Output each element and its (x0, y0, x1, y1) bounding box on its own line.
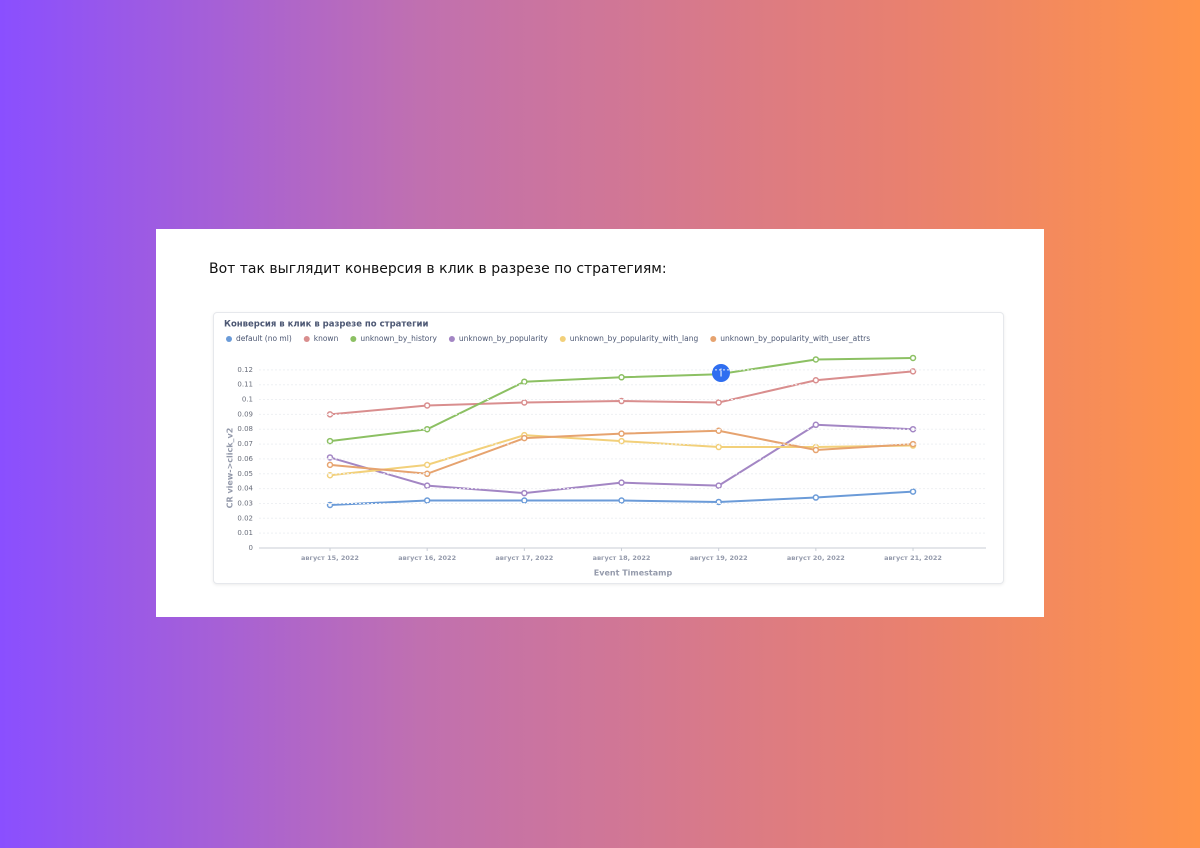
y-axis-label: CR view->click_v2 (226, 428, 235, 509)
y-tick-label: 0.11 (237, 381, 253, 389)
y-tick-label: 0.08 (237, 425, 253, 433)
legend-swatch (710, 336, 717, 342)
data-point (423, 482, 431, 489)
chart-card: Конверсия в клик в разрезе по стратегии … (213, 312, 1004, 584)
y-tick-label: 0.05 (237, 470, 253, 478)
legend-swatch (350, 336, 357, 342)
x-axis-label: Event Timestamp (594, 569, 673, 578)
legend-swatch (303, 336, 310, 342)
data-point (812, 356, 820, 363)
data-point (521, 378, 528, 385)
data-point (909, 488, 917, 495)
legend-label: unknown_by_popularity (459, 334, 548, 343)
data-point (521, 489, 528, 497)
legend-label: unknown_by_popularity_with_user_attrs (720, 334, 870, 343)
y-tick-label: 0.1 (242, 396, 253, 404)
x-tick-label: август 18, 2022 (593, 554, 651, 562)
data-point (423, 461, 431, 469)
y-tick-label: 0.02 (237, 514, 253, 522)
data-point (618, 497, 625, 504)
data-point (423, 402, 431, 409)
legend-label: default (no ml) (236, 334, 292, 343)
legend-swatch (226, 336, 232, 342)
legend-swatch (559, 336, 566, 342)
x-tick-label: август 16, 2022 (398, 554, 456, 562)
legend-label: unknown_by_popularity_with_lang (570, 334, 699, 343)
info-badge[interactable] (712, 364, 730, 382)
x-tick-label: август 19, 2022 (690, 554, 748, 562)
data-point (715, 482, 722, 489)
y-tick-label: 0.06 (237, 455, 253, 463)
data-point (521, 434, 528, 442)
data-point (715, 399, 722, 406)
data-point (715, 443, 722, 451)
caption: Вот так выглядит конверсия в клик в разр… (209, 261, 667, 277)
y-tick-label: 0.07 (237, 440, 253, 448)
info-icon: i (719, 367, 722, 380)
x-tick-label: август 20, 2022 (787, 554, 845, 562)
data-point (326, 461, 334, 469)
legend-label: known (314, 334, 339, 343)
data-point (521, 399, 528, 406)
y-tick-label: 0.03 (237, 499, 253, 507)
legend-label: unknown_by_history (360, 334, 437, 343)
x-tick-label: август 21, 2022 (884, 554, 942, 562)
y-tick-label: 0.04 (237, 485, 253, 493)
panel: Вот так выглядит конверсия в клик в разр… (156, 229, 1044, 617)
data-point (326, 437, 334, 445)
y-tick-label: 0.12 (237, 366, 253, 374)
chart: Конверсия в клик в разрезе по стратегии … (224, 320, 986, 578)
x-tick-label: август 17, 2022 (495, 554, 553, 562)
series-line (329, 429, 914, 475)
data-point (909, 354, 917, 362)
data-point (618, 374, 625, 381)
data-point (812, 494, 820, 501)
data-point (812, 376, 820, 384)
y-tick-label: 0 (249, 544, 253, 552)
data-point (521, 497, 528, 504)
y-tick-label: 0.01 (237, 529, 253, 537)
data-point (423, 497, 431, 504)
legend-swatch (448, 336, 455, 342)
data-point (618, 437, 625, 445)
data-point (618, 479, 625, 486)
x-tick-label: август 15, 2022 (301, 554, 359, 562)
data-point (812, 446, 820, 454)
chart-title: Конверсия в клик в разрезе по стратегии (224, 320, 428, 330)
data-point (812, 421, 820, 429)
y-tick-label: 0.09 (237, 410, 253, 418)
data-point (618, 430, 625, 437)
